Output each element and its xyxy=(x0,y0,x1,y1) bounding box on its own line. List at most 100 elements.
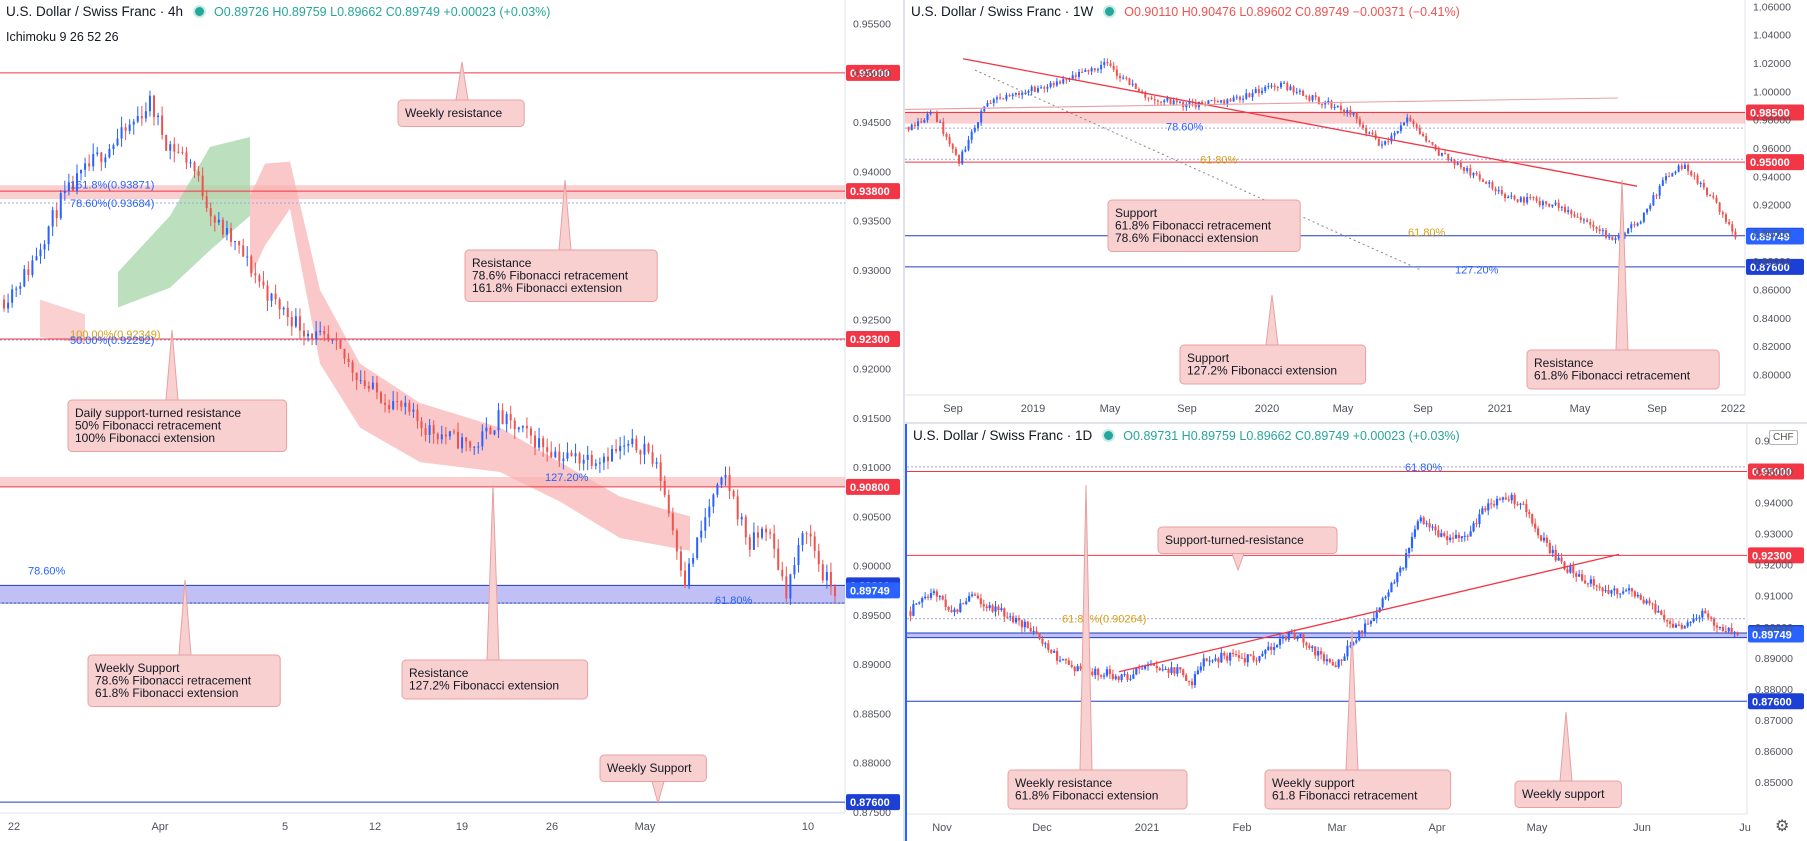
candle-body xyxy=(59,193,62,219)
candle-body xyxy=(1317,97,1320,105)
price-zone xyxy=(0,585,845,604)
candle-body xyxy=(1012,616,1015,623)
candle-body xyxy=(266,285,269,301)
candle-body xyxy=(1214,658,1217,661)
chart-panel-1w[interactable]: 0.985000.950000.898000.897490.8760078.60… xyxy=(905,0,1807,422)
y-tick-label: 0.89500 xyxy=(853,610,891,622)
candle-body xyxy=(1232,97,1235,102)
candle-body xyxy=(1361,630,1364,634)
candle-body xyxy=(1668,621,1672,624)
candle-body xyxy=(327,334,330,341)
candle-body xyxy=(92,154,95,167)
candle-body xyxy=(1425,523,1428,525)
candle-body xyxy=(935,591,938,597)
candle-body xyxy=(1321,104,1323,106)
candle-body xyxy=(1090,68,1093,72)
candle-body xyxy=(1390,135,1393,142)
chart-panel-1d[interactable]: 0.950000.923000.898000.897490.8760061.80… xyxy=(905,424,1807,841)
candle-body xyxy=(1560,557,1563,562)
candle-body xyxy=(948,136,951,145)
candle-body xyxy=(108,149,111,158)
callout-text: Weekly Support xyxy=(95,661,180,675)
candle-body xyxy=(1619,593,1622,595)
candle-body xyxy=(1576,216,1579,218)
currency-badge[interactable]: CHF xyxy=(1769,430,1798,445)
candle-body xyxy=(1730,627,1733,633)
candle-body xyxy=(1557,202,1560,208)
candle-body xyxy=(912,604,915,616)
x-tick-label: May xyxy=(1100,403,1121,415)
candle-body xyxy=(436,433,439,440)
candle-body xyxy=(290,317,293,327)
candle-body xyxy=(1677,165,1680,172)
market-status-icon xyxy=(1102,428,1116,442)
candle-body xyxy=(1336,105,1339,108)
candle-body xyxy=(1636,594,1639,597)
x-tick-label: 26 xyxy=(546,821,558,833)
x-tick-label: 22 xyxy=(8,821,20,833)
chart-4h-ohlc: O0.89726 H0.89759 L0.89662 C0.89749 +0.0… xyxy=(214,5,551,19)
chart-4h-svg[interactable]: 0.950000.938000.923000.908000.898000.897… xyxy=(0,0,903,841)
candle-body xyxy=(659,462,662,481)
candle-body xyxy=(910,124,913,131)
gear-icon[interactable]: ⚙ xyxy=(1775,818,1790,835)
candle-body xyxy=(1475,523,1478,525)
candle-body xyxy=(140,116,143,119)
y-tick-label: 0.90500 xyxy=(853,511,891,523)
candle-body xyxy=(1578,574,1581,577)
chart-1d-svg[interactable]: 0.950000.923000.898000.897490.8760061.80… xyxy=(907,424,1807,841)
candle-body xyxy=(1563,561,1566,570)
candle-body xyxy=(1287,633,1290,640)
price-axis xyxy=(1745,0,1807,422)
candle-body xyxy=(929,593,933,598)
candle-body xyxy=(1317,651,1320,656)
panel-divider-horizontal[interactable] xyxy=(905,422,1807,424)
chart-1w-ohlc: O0.90110 H0.90476 L0.89602 C0.89749 −0.0… xyxy=(1124,5,1460,19)
price-tag-label: 0.87600 xyxy=(1752,696,1792,708)
candle-body xyxy=(521,425,524,428)
candle-body xyxy=(1349,645,1352,647)
candle-body xyxy=(1478,514,1481,524)
candle-body xyxy=(1235,96,1238,98)
candle-body xyxy=(643,443,646,455)
candle-body xyxy=(440,434,443,440)
candle-body xyxy=(477,446,480,448)
candle-body xyxy=(976,595,980,599)
candle-body xyxy=(675,530,678,552)
fib-label: 61.80%(0.90264) xyxy=(1062,614,1146,626)
candle-body xyxy=(1229,652,1232,661)
candle-body xyxy=(1466,535,1469,537)
candle-body xyxy=(1651,603,1654,605)
candle-body xyxy=(1156,100,1159,102)
candle-body xyxy=(481,431,484,447)
candle-body xyxy=(1237,655,1241,658)
callout-text: Weekly support xyxy=(1522,787,1605,801)
chart-1w-svg[interactable]: 0.985000.950000.898000.897490.8760078.60… xyxy=(905,0,1807,422)
candle-body xyxy=(970,131,973,140)
candle-body xyxy=(1460,536,1463,539)
candle-body xyxy=(1579,216,1582,221)
candle-body xyxy=(1223,100,1226,104)
candle-body xyxy=(132,121,135,125)
candle-body xyxy=(1299,634,1302,637)
candle-body xyxy=(1428,523,1431,528)
candle-body xyxy=(821,564,824,581)
y-tick-label: 0.80000 xyxy=(1753,369,1791,381)
callout-box xyxy=(67,399,288,452)
candle-body xyxy=(1453,159,1456,165)
candle-body xyxy=(1402,567,1405,569)
candle-body xyxy=(1529,197,1532,199)
chart-panel-4h[interactable]: 0.950000.938000.923000.908000.898000.897… xyxy=(0,0,903,841)
callout-text: 78.6% Fibonacci retracement xyxy=(95,674,252,688)
price-zone xyxy=(0,476,845,487)
candle-body xyxy=(1380,144,1383,146)
callout-box xyxy=(1179,344,1367,385)
price-tag xyxy=(846,183,900,200)
y-tick-label: 0.90000 xyxy=(853,561,891,573)
panel-divider-vertical[interactable] xyxy=(903,0,905,841)
candle-body xyxy=(298,316,301,331)
candle-body xyxy=(1047,643,1050,650)
candle-body xyxy=(1210,100,1213,102)
candle-body xyxy=(84,163,87,170)
callout-text: 61.8% Fibonacci extension xyxy=(1015,789,1158,803)
